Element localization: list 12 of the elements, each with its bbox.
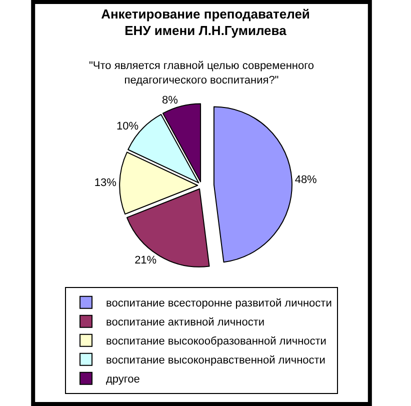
- legend-label: воспитание высокообразованной личности: [106, 336, 326, 348]
- chart-subtitle: "Что является главной целью современного педагогического воспитания?": [89, 60, 314, 86]
- data-label: 10%: [116, 120, 139, 133]
- legend-label: воспитание высоконравственной личности: [106, 354, 326, 367]
- data-label: 48%: [294, 174, 318, 186]
- data-label: 21%: [134, 254, 157, 266]
- data-label: 8%: [162, 94, 178, 107]
- legend-label: воспитание всесторонне развитой личности: [106, 298, 332, 310]
- legend-label: другое: [106, 374, 140, 386]
- data-label: 13%: [94, 176, 117, 189]
- chart-title: Анкетирование преподавателей ЕНУ имени Л.Н.Гумилева: [101, 6, 310, 38]
- legend-label: воспитание активной личности: [106, 316, 265, 329]
